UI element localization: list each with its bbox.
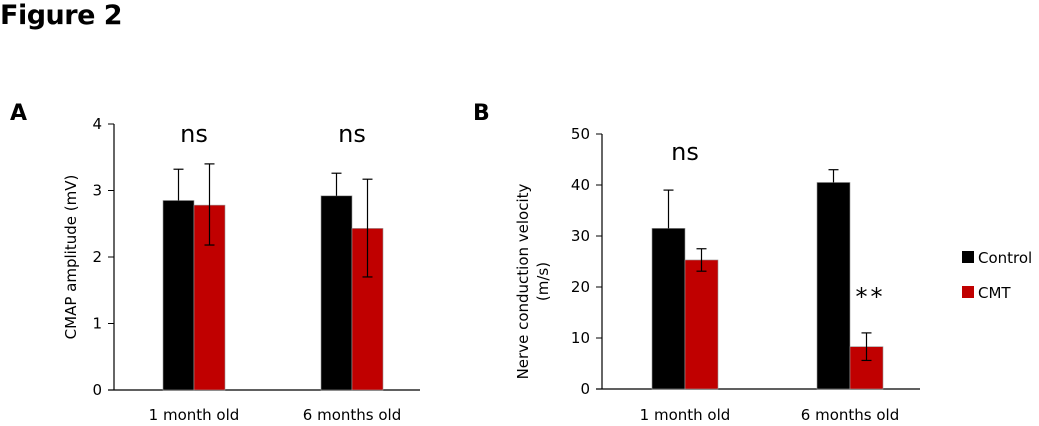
y-tick-label: 40 [571,176,590,194]
x-category-label: 1 month old [640,406,731,424]
y-tick-label: 50 [571,125,590,143]
x-category-label: 6 months old [303,406,401,424]
y-axis-label: Nerve conduction velocity [514,183,532,379]
panel-a-chart: A 0 1 2 3 4 CMAP amplitude (mV) 1 month old 6 mo… [10,101,420,424]
panel-label: A [10,101,27,126]
legend-label-cmt: CMT [978,284,1011,302]
bar-control [651,228,686,390]
y-tick-label: 10 [571,329,590,347]
legend-swatch-control [962,251,974,263]
y-tick-label: 2 [92,248,102,266]
y-tick-label: 30 [571,227,590,245]
legend: Control CMT [962,249,1032,302]
legend-swatch-cmt [962,286,974,298]
y-tick-label: 0 [580,380,590,398]
figure-title: Figure 2 [0,0,123,31]
panel-label: B [473,101,490,126]
y-axis-label: CMAP amplitude (mV) [62,175,80,340]
x-category-label: 1 month old [149,406,240,424]
y-tick-label: 1 [92,315,102,333]
significance-label-ns: ns [338,120,366,148]
x-category-label: 6 months old [801,406,899,424]
y-tick-label: 3 [92,182,102,200]
significance-label-stars: ** [856,283,886,311]
y-tick-label: 0 [92,381,102,399]
y-tick-label: 20 [571,278,590,296]
bar-control [816,182,851,390]
panel-b-chart: B 0 10 20 30 40 50 Nerve conduction velocity (m/… [473,101,920,424]
bar-control [320,195,353,391]
bar-cmt [684,259,719,390]
legend-label-control: Control [978,249,1032,267]
significance-label-ns: ns [180,120,208,148]
significance-label-ns: ns [671,138,699,166]
bar-control [162,200,195,391]
y-axis-label: (m/s) [534,262,552,301]
y-tick-label: 4 [92,115,102,133]
